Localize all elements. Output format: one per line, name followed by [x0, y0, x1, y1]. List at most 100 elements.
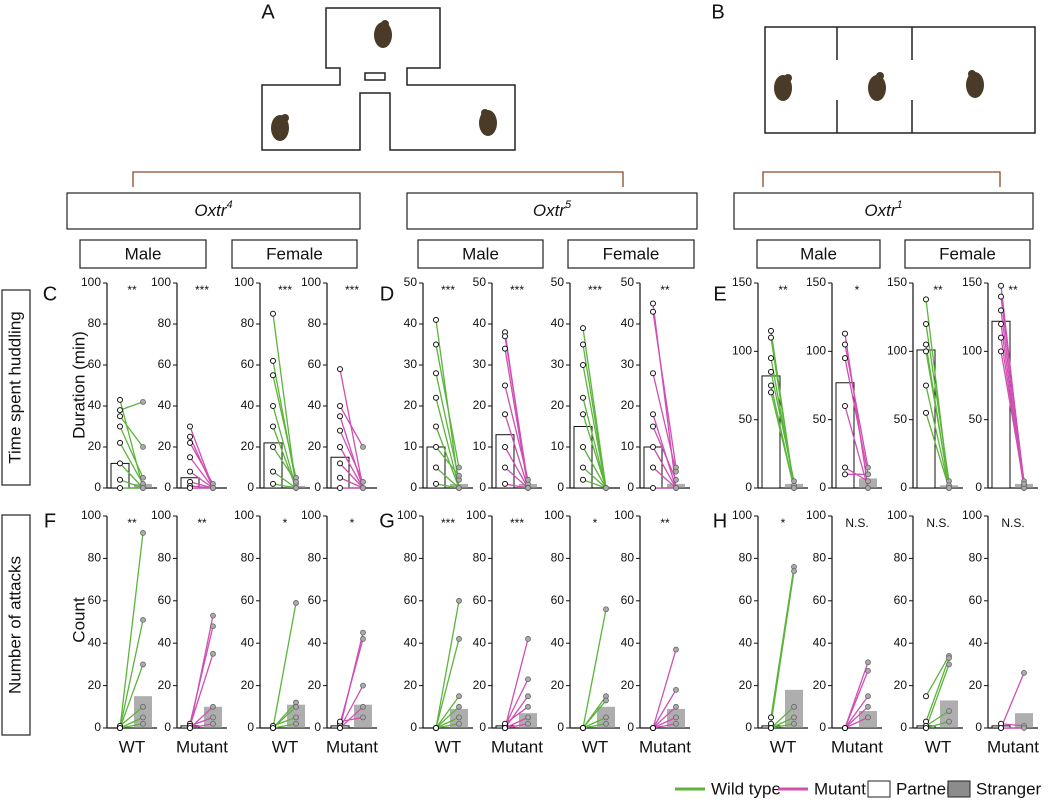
- pair-line: [189, 481, 214, 489]
- partner-point: [433, 725, 439, 731]
- partner-point: [337, 366, 343, 373]
- significance: **: [127, 283, 137, 297]
- y-tick-label: 40: [739, 635, 753, 649]
- x-axis-label: WT: [582, 737, 608, 756]
- y-tick-label: 60: [621, 593, 635, 607]
- pair-line: [582, 609, 607, 729]
- stranger-point: [673, 485, 679, 491]
- stranger-point: [210, 612, 216, 619]
- stranger-point: [865, 714, 871, 721]
- pair-line: [272, 405, 297, 489]
- pair-line: [582, 467, 607, 489]
- pair-line: [339, 716, 364, 723]
- y-tick-label: 40: [969, 635, 983, 649]
- partner-point: [502, 382, 508, 389]
- partner-point: [580, 464, 586, 471]
- partner-point: [117, 423, 123, 430]
- y-tick-label: 80: [739, 551, 753, 565]
- y-tick-label: 20: [158, 678, 172, 692]
- y-tick-label: 100: [806, 344, 826, 358]
- bar: [495, 434, 515, 489]
- x-axis-label: WT: [770, 737, 796, 756]
- pair-line: [272, 446, 297, 483]
- pair-line: [925, 710, 950, 727]
- partner-point: [842, 403, 848, 409]
- pair-line: [272, 602, 297, 729]
- y-tick-label: 40: [813, 635, 827, 649]
- partner-point: [842, 330, 848, 337]
- pair-line: [844, 670, 869, 729]
- y-tick-label: 0: [627, 720, 634, 734]
- y-tick-label: 0: [557, 480, 564, 494]
- subplot: 0 20 40 60 80 100 * Mutant: [301, 508, 378, 756]
- stranger-point: [673, 476, 679, 483]
- pair-line: [435, 695, 460, 729]
- pair-line: [770, 706, 795, 729]
- panel-letter: B: [711, 1, 724, 23]
- subplot: 0 50 100 150 *: [806, 275, 882, 494]
- pair-line: [435, 483, 460, 489]
- y-tick-label: 100: [151, 508, 171, 522]
- y-tick-label: 0: [900, 480, 907, 494]
- y-tick-label: 60: [308, 593, 322, 607]
- pair-line: [504, 695, 529, 729]
- partner-point: [923, 409, 929, 416]
- y-tick-label: 80: [969, 551, 983, 565]
- subplot: 0 20 40 60 80 100 ** Mutant: [151, 508, 228, 756]
- y-tick-label: 100: [466, 508, 486, 522]
- y-axis-label: Count: [69, 597, 88, 643]
- stranger-point: [140, 474, 146, 481]
- y-tick-label: 40: [473, 635, 487, 649]
- pair-line: [435, 716, 460, 729]
- partner-point: [650, 485, 656, 491]
- partner-point: [337, 485, 343, 491]
- pair-line: [844, 695, 869, 729]
- partner-point: [502, 345, 508, 352]
- partner-point: [117, 413, 123, 420]
- pair-line: [339, 638, 364, 724]
- y-tick-label: 100: [732, 344, 752, 358]
- y-tick-label: 100: [806, 508, 826, 522]
- y-tick-label: 0: [479, 720, 486, 734]
- partner-point: [502, 411, 508, 418]
- stranger-point: [673, 468, 679, 475]
- significance: *: [855, 283, 860, 297]
- partner-point: [998, 334, 1004, 341]
- stranger-point: [946, 661, 952, 668]
- y-tick-label: 100: [962, 344, 982, 358]
- sex-label: Female: [603, 244, 660, 263]
- stranger-point: [293, 720, 299, 727]
- pair-line: [770, 371, 795, 482]
- stranger-point: [603, 714, 609, 721]
- y-tick-label: 60: [241, 593, 255, 607]
- stranger-point: [673, 720, 679, 727]
- gene-label: Oxtr1: [864, 199, 902, 221]
- y-tick-label: 60: [158, 357, 172, 371]
- legend-label: Stranger: [976, 779, 1042, 798]
- y-tick-label: 30: [404, 357, 418, 371]
- stranger-point: [791, 714, 797, 721]
- stranger-point: [140, 714, 146, 721]
- stranger-point: [456, 597, 462, 604]
- y-tick-label: 0: [900, 720, 907, 734]
- stranger-point: [791, 568, 797, 575]
- pair-line: [925, 721, 950, 729]
- pair-line: [339, 430, 364, 483]
- pair-line: [435, 706, 460, 729]
- sex-label: Female: [266, 244, 323, 263]
- partner-point: [768, 382, 774, 389]
- stranger-point: [791, 478, 797, 485]
- x-axis-label: WT: [272, 737, 298, 756]
- pair-line: [435, 600, 460, 729]
- stranger-point: [293, 600, 299, 606]
- partner-point: [842, 471, 848, 478]
- y-tick-label: 20: [621, 398, 635, 412]
- stranger-point: [865, 478, 871, 485]
- legend-label: Wild type: [711, 779, 781, 798]
- significance: **: [197, 516, 207, 530]
- y-tick-label: 0: [247, 720, 254, 734]
- partner-point: [187, 725, 193, 731]
- partner-point: [768, 334, 774, 341]
- y-tick-label: 30: [621, 357, 635, 371]
- partner-point: [337, 427, 343, 434]
